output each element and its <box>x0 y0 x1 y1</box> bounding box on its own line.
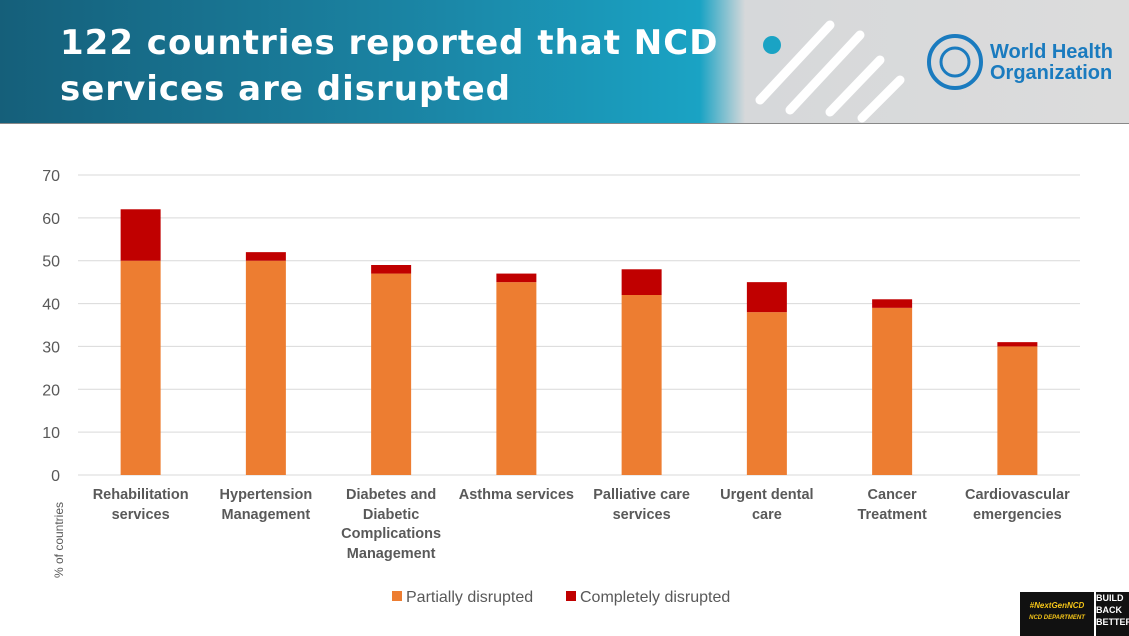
badge-dept: NCD DEPARTMENT <box>1029 615 1085 621</box>
y-tick-label: 30 <box>42 339 60 356</box>
x-tick-label: Diabetes and Diabetic Complications Mana… <box>341 487 442 562</box>
y-axis-label: % of countries <box>52 502 66 578</box>
badge: #NextGenNCD NCD DEPARTMENT BUILD BACK BE… <box>1020 592 1129 636</box>
header: 122 countries reported that NCD services… <box>0 0 1129 124</box>
bar-segment <box>120 209 161 261</box>
x-tick-label: Cancer Treatment <box>857 487 927 523</box>
bar-segment <box>245 260 286 475</box>
y-tick-label: 60 <box>42 211 60 228</box>
y-tick-label: 0 <box>51 468 60 485</box>
x-tick-label: Urgent dental care <box>720 487 814 523</box>
x-tick-label: Rehabilitation services <box>92 487 189 523</box>
bar-segment <box>621 269 662 295</box>
x-tick-label: Cardiovascular emergencies <box>964 487 1070 523</box>
bar-segment <box>120 260 161 475</box>
bar-segment <box>621 295 662 475</box>
bar-segment <box>371 273 412 475</box>
bar-segment <box>997 346 1038 475</box>
header-decoration <box>755 20 983 123</box>
x-tick-label: Asthma services <box>458 487 574 503</box>
legend-label: Completely disrupted <box>580 589 730 606</box>
legend-swatch <box>392 591 402 601</box>
legend-label: Partially disrupted <box>406 589 533 606</box>
bar-segment <box>872 307 913 475</box>
legend-swatch <box>566 591 576 601</box>
y-tick-label: 70 <box>42 168 60 185</box>
bar-segment <box>371 265 412 274</box>
slide-title: 122 countries reported that NCD services… <box>60 23 719 109</box>
who-logo-text: World Health Organization <box>990 41 1113 84</box>
bar-segment <box>746 312 787 475</box>
bar-segment <box>997 342 1038 347</box>
bar-segment <box>496 273 537 283</box>
badge-tag: #NextGenNCD <box>1029 601 1085 610</box>
y-tick-label: 10 <box>42 425 60 442</box>
y-tick-label: 20 <box>42 382 60 399</box>
x-tick-label: Hypertension Management <box>219 487 313 523</box>
bar-segment <box>746 282 787 313</box>
badge-slogan: BUILD BACK BETTER <box>1096 592 1129 636</box>
bar-segment <box>872 299 913 308</box>
y-tick-label: 50 <box>42 254 60 271</box>
x-tick-label: Palliative care services <box>593 487 690 523</box>
bar-segment <box>496 282 537 475</box>
bar-segment <box>245 252 286 261</box>
y-tick-label: 40 <box>42 297 60 314</box>
